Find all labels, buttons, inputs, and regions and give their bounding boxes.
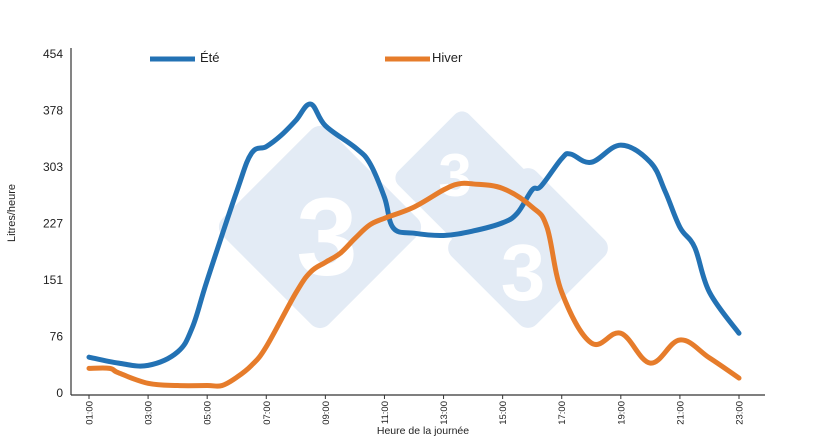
legend-label-ete: Été [200, 50, 220, 65]
series-line-ete [86, 101, 742, 369]
x-tick-label: 21:00 [675, 401, 686, 425]
y-tick-label: 227 [43, 217, 63, 231]
x-tick-label: 01:00 [85, 401, 96, 425]
x-tick-label: 23:00 [735, 401, 746, 425]
x-tick-label: 07:00 [262, 401, 273, 425]
y-tick-label: 454 [43, 47, 63, 61]
x-tick-label: 19:00 [616, 401, 627, 425]
x-tick-label: 15:00 [498, 401, 509, 425]
x-tick-label: 17:00 [557, 401, 568, 425]
x-tick-label: 09:00 [321, 401, 332, 425]
legend-label-hiver: Hiver [432, 50, 463, 65]
y-tick-label: 378 [43, 104, 63, 118]
x-tick-label: 11:00 [380, 401, 391, 424]
series-line-hiver [86, 180, 742, 389]
x-axis-label: Heure de la journée [377, 425, 469, 436]
x-tick-label: 03:00 [144, 401, 155, 425]
svg-text:3: 3 [438, 142, 471, 209]
watermark-logo: 3 3 3 [218, 111, 608, 329]
y-tick-label: 0 [56, 386, 63, 400]
y-tick-label: 303 [43, 160, 63, 174]
x-tick-label: 05:00 [203, 401, 214, 425]
svg-text:3: 3 [501, 228, 546, 317]
y-axis-label: Litres/heure [6, 184, 18, 242]
x-tick-label: 13:00 [439, 401, 450, 425]
y-tick-label: 151 [43, 273, 63, 287]
legend: Été Hiver [150, 50, 463, 65]
y-tick-label: 76 [50, 329, 64, 343]
